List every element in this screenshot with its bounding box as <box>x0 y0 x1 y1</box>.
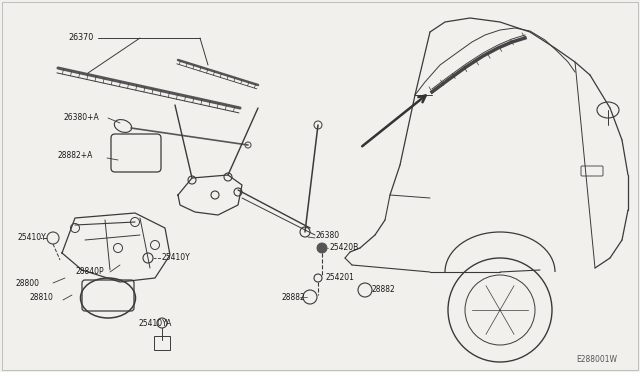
Text: 28800: 28800 <box>15 279 39 288</box>
Text: 28882+A: 28882+A <box>58 151 93 160</box>
Bar <box>154 336 170 350</box>
Text: 254201: 254201 <box>326 273 355 282</box>
Text: 26380: 26380 <box>315 231 339 240</box>
Text: 28882: 28882 <box>282 292 306 301</box>
Text: E288001W: E288001W <box>576 356 617 365</box>
Text: 25420B: 25420B <box>330 244 359 253</box>
Text: 26380+A: 26380+A <box>63 113 99 122</box>
Text: 28882: 28882 <box>372 285 396 295</box>
Text: 25410YA: 25410YA <box>138 318 172 327</box>
Text: 26370: 26370 <box>68 33 93 42</box>
Text: 25410Y: 25410Y <box>18 234 47 243</box>
Circle shape <box>317 243 327 253</box>
Text: 28810: 28810 <box>30 294 54 302</box>
Text: 28840P: 28840P <box>75 267 104 276</box>
Text: 25410Y: 25410Y <box>162 253 191 263</box>
